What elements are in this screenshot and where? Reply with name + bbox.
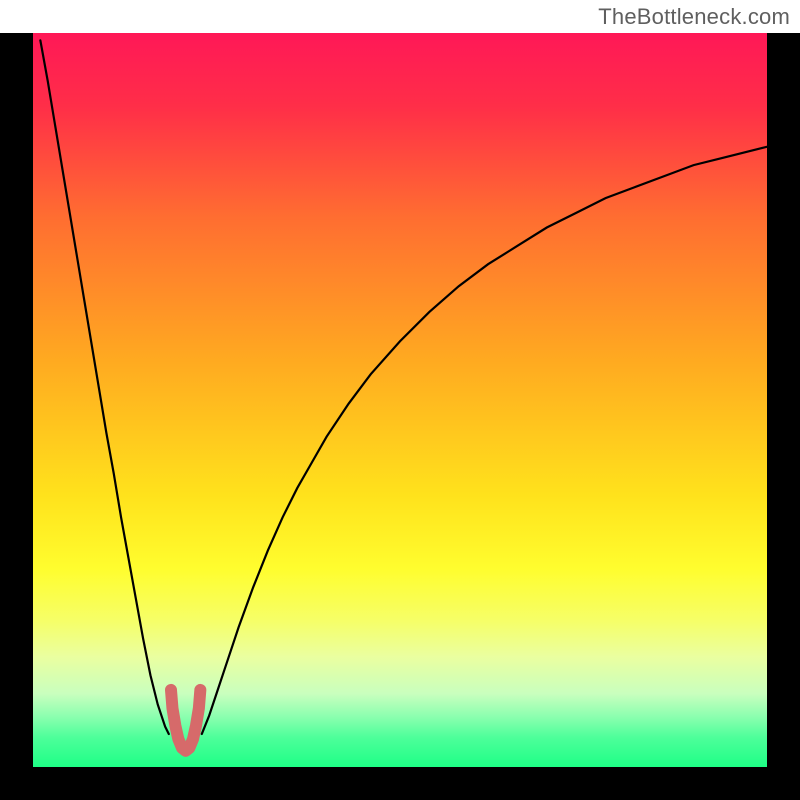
chart-frame: TheBottleneck.com bbox=[0, 0, 800, 800]
watermark-text: TheBottleneck.com bbox=[598, 4, 790, 30]
bottleneck-chart-svg bbox=[0, 0, 800, 800]
